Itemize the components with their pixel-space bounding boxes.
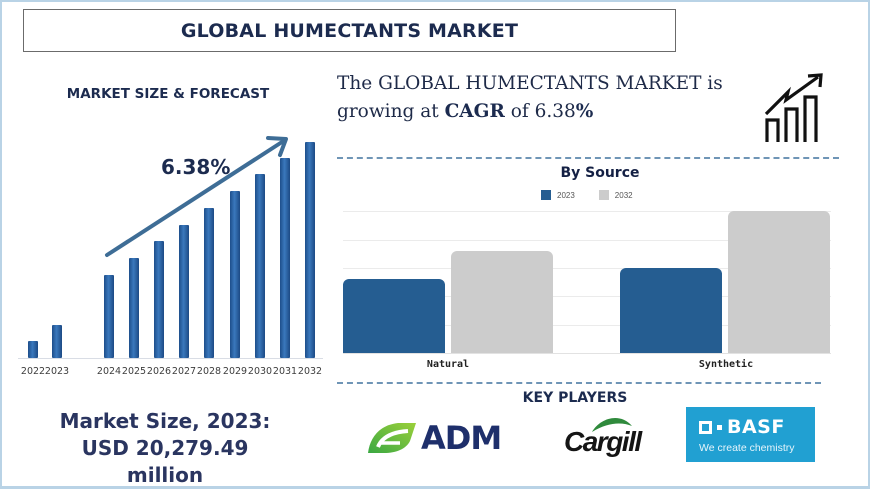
cagr-annotation: 6.38% bbox=[161, 155, 231, 179]
market-size-label: Market Size, 2023: bbox=[59, 409, 271, 433]
legend-swatch bbox=[541, 190, 551, 200]
page-title: GLOBAL HUMECTANTS MARKET bbox=[180, 19, 519, 42]
market-size-callout: Market Size, 2023: USD 20,279.49 million bbox=[10, 408, 320, 489]
year-label: 2022 bbox=[20, 366, 46, 377]
adm-logo-text: ADM bbox=[421, 419, 502, 457]
year-label: 2025 bbox=[121, 366, 147, 377]
key-players-title: KEY PLAYERS bbox=[522, 390, 628, 406]
basf-logo-mark: BASF bbox=[699, 416, 785, 438]
year-label: 2028 bbox=[196, 366, 222, 377]
basf-logo: BASF We create chemistry bbox=[686, 407, 815, 462]
year-label: 2023 bbox=[44, 366, 70, 377]
divider-bottom bbox=[337, 382, 821, 384]
forecast-bar-2024 bbox=[104, 275, 114, 358]
gridline bbox=[343, 296, 831, 297]
forecast-bar-2029 bbox=[230, 191, 240, 358]
legend-label: 2023 bbox=[557, 190, 575, 200]
forecast-bar-2027 bbox=[179, 225, 189, 358]
headline-cagr: CAGR bbox=[444, 101, 505, 122]
by-source-title: By Source bbox=[560, 165, 640, 181]
cargill-leaf-arc-icon bbox=[592, 418, 632, 432]
market-size-value: USD 20,279.49 bbox=[81, 436, 249, 460]
title-box: GLOBAL HUMECTANTS MARKET bbox=[23, 9, 676, 52]
gridline bbox=[343, 268, 831, 269]
market-size-forecast-label: MARKET SIZE & FORECAST bbox=[66, 86, 270, 102]
legend-item-2023: 2023 bbox=[541, 190, 575, 200]
growth-trend-arrow-icon bbox=[105, 136, 288, 257]
category-label-natural: Natural bbox=[426, 359, 470, 370]
gridline bbox=[343, 211, 831, 212]
basf-tagline: We create chemistry bbox=[699, 442, 795, 454]
year-label: 2027 bbox=[171, 366, 197, 377]
basf-dot-icon bbox=[717, 424, 722, 430]
year-label: 2032 bbox=[297, 366, 323, 377]
adm-logo: ADM bbox=[364, 418, 514, 458]
year-label: 2029 bbox=[222, 366, 248, 377]
forecast-bar-2032 bbox=[305, 142, 315, 358]
cargill-logo: Cargill bbox=[560, 410, 660, 462]
forecast-bar-2022 bbox=[28, 341, 38, 358]
baseline bbox=[343, 353, 831, 354]
basf-square-icon bbox=[699, 420, 712, 434]
year-label: 2030 bbox=[247, 366, 273, 377]
forecast-bar-2028 bbox=[204, 208, 214, 358]
headline-rate: of 6.38 bbox=[504, 101, 576, 122]
cargill-logo-text: Cargill bbox=[564, 426, 642, 457]
year-label: 2026 bbox=[146, 366, 172, 377]
bar-synthetic-2023 bbox=[620, 268, 722, 353]
chart-legend: 2023 2032 bbox=[541, 190, 651, 200]
bar-chart-growth-arrow-icon bbox=[764, 73, 823, 142]
forecast-bar-2023 bbox=[52, 325, 62, 358]
category-label-synthetic: Synthetic bbox=[698, 359, 754, 370]
bar-synthetic-2032 bbox=[728, 211, 830, 353]
market-size-unit: million bbox=[126, 463, 204, 487]
year-label: 2031 bbox=[272, 366, 298, 377]
forecast-bar-2026 bbox=[154, 241, 164, 358]
basf-logo-text: BASF bbox=[727, 416, 785, 438]
forecast-bar-2031 bbox=[280, 158, 290, 358]
cagr-headline: The GLOBAL HUMECTANTS MARKET is growing … bbox=[337, 70, 757, 126]
adm-leaf-icon bbox=[368, 423, 416, 453]
headline-percent: % bbox=[575, 101, 594, 122]
forecast-bar-2030 bbox=[255, 174, 265, 358]
gridline bbox=[343, 325, 831, 326]
gridline bbox=[343, 240, 831, 241]
legend-swatch bbox=[598, 190, 609, 200]
legend-item-2032: 2032 bbox=[598, 190, 633, 200]
forecast-bar-2025 bbox=[129, 258, 139, 358]
year-label: 2024 bbox=[96, 366, 122, 377]
headline-text: The GLOBAL HUMECTANTS MARKET is growing … bbox=[337, 73, 723, 122]
bar-natural-2032 bbox=[451, 251, 553, 353]
forecast-baseline bbox=[18, 358, 323, 359]
bar-natural-2023 bbox=[343, 279, 445, 353]
divider-top bbox=[337, 157, 839, 159]
legend-label: 2032 bbox=[614, 190, 633, 200]
